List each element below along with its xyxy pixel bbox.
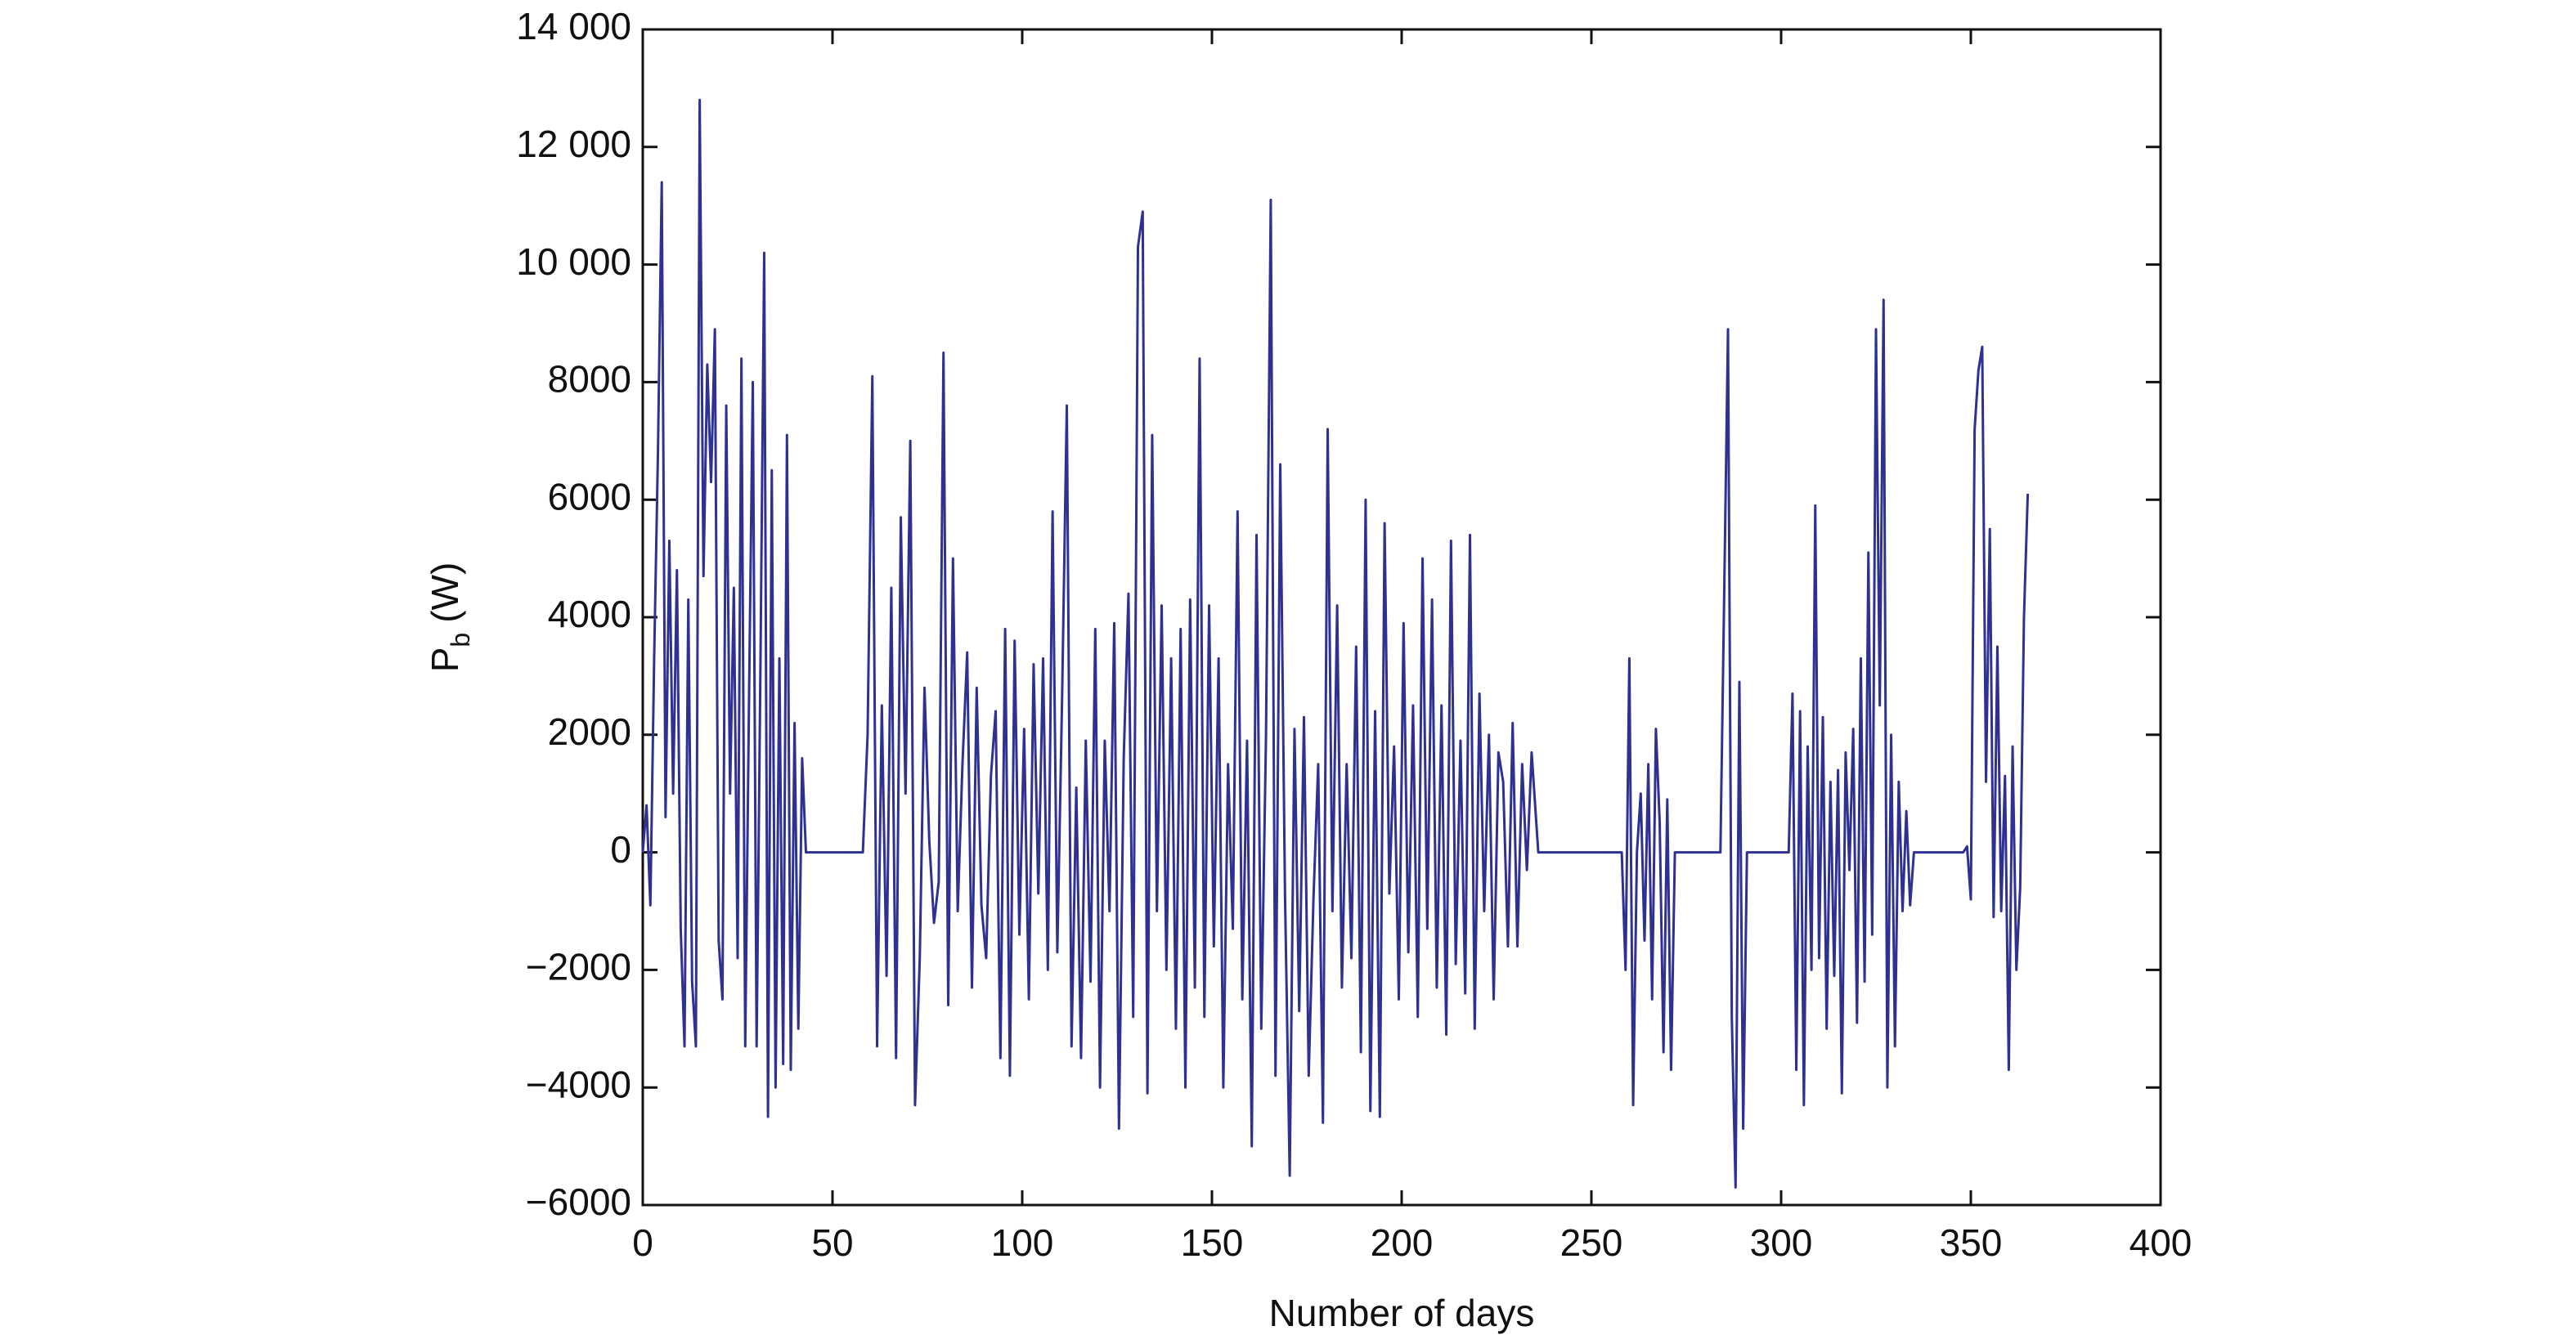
x-tick-label: 350	[1940, 1221, 2003, 1264]
x-tick-label: 400	[2129, 1221, 2192, 1264]
x-tick-label: 50	[811, 1221, 853, 1264]
y-tick-label: 6000	[548, 475, 631, 517]
x-tick-label: 100	[991, 1221, 1054, 1264]
plot-frame	[641, 28, 2162, 1207]
y-tick-label: 4000	[548, 593, 631, 635]
y-tick-label: 10 000	[516, 240, 631, 283]
y-tick-label: 2000	[548, 710, 631, 753]
x-tick-label: 300	[1750, 1221, 1813, 1264]
y-axis-label-sub: b	[446, 633, 475, 647]
y-tick-label: 0	[610, 828, 631, 871]
y-tick-label: 14 000	[516, 5, 631, 47]
y-axis-label-unit: (W)	[424, 562, 466, 623]
y-axis-label: Pb (W)	[424, 562, 475, 673]
x-tick-label: 0	[632, 1221, 653, 1264]
x-tick-label: 150	[1181, 1221, 1244, 1264]
y-tick-label: 8000	[548, 358, 631, 401]
data-line	[641, 98, 2030, 1189]
y-tick-label: −4000	[526, 1063, 631, 1105]
x-axis-label: Number of days	[1269, 1292, 1535, 1334]
y-tick-label: −6000	[526, 1180, 631, 1223]
x-tick-label: 250	[1560, 1221, 1623, 1264]
x-tick-label: 200	[1371, 1221, 1434, 1264]
y-axis-label-main: P	[424, 647, 466, 673]
y-tick-label: 12 000	[516, 123, 631, 165]
y-tick-label: −2000	[526, 946, 631, 988]
